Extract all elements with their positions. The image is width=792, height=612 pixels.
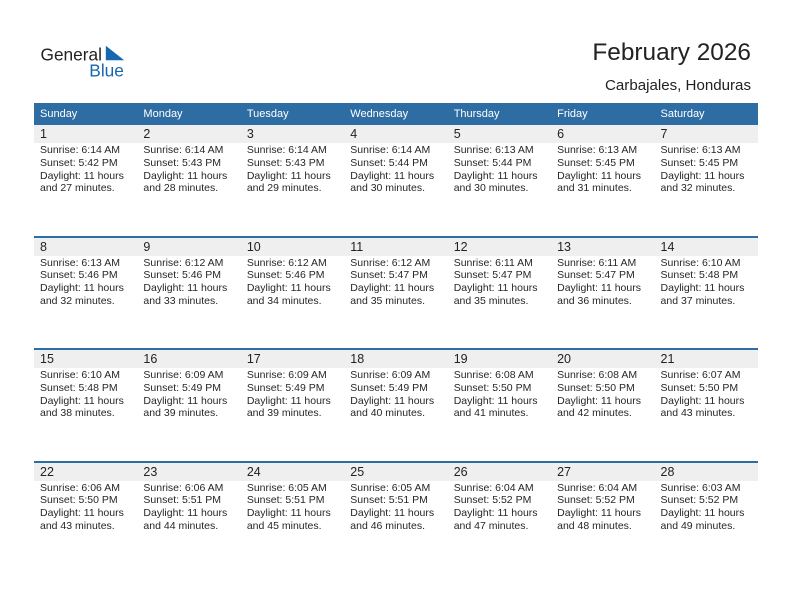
svg-text:Blue: Blue [89,60,124,80]
